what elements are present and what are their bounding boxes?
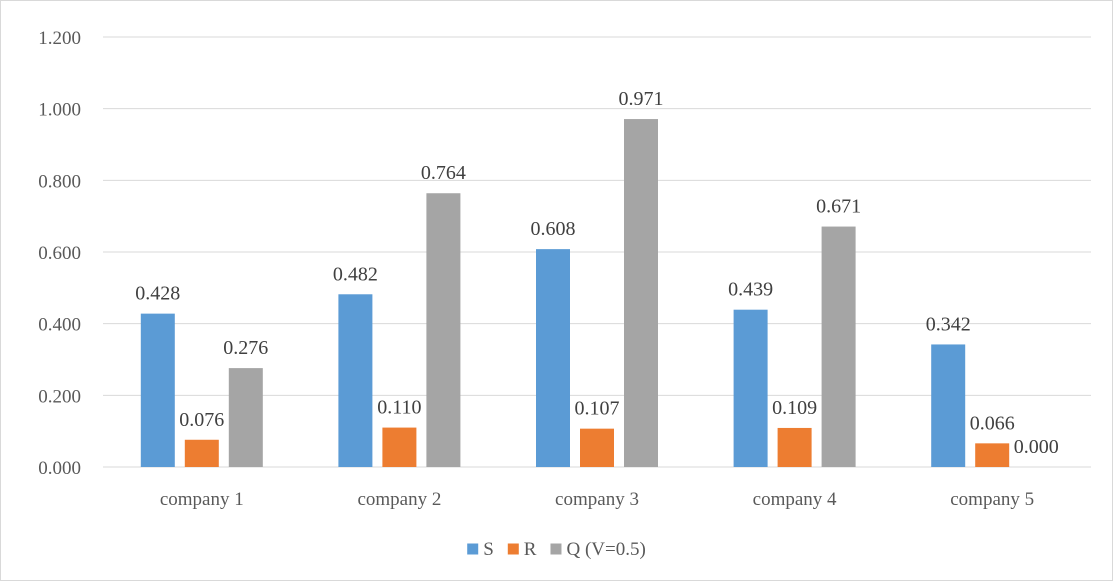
- bar-r-company-2: [382, 427, 417, 467]
- data-label: 0.439: [728, 279, 773, 301]
- data-label: 0.971: [619, 88, 664, 110]
- y-tick-label: 0.200: [38, 386, 81, 407]
- legend-swatch: [467, 543, 479, 555]
- legend-swatch: [550, 543, 562, 555]
- x-tick-label: company 4: [753, 489, 837, 510]
- y-tick-label: 0.800: [38, 171, 81, 192]
- y-axis-tick-labels: 0.000 0.200 0.400 0.600 0.800 1.000 1.200: [38, 28, 81, 479]
- bar-q-v-0-5-company-4: [821, 226, 856, 467]
- x-axis-tick-labels: company 1 company 2 company 3 company 4 comp…: [160, 489, 1034, 510]
- x-tick-label: company 3: [555, 489, 639, 510]
- x-tick-label: company 5: [950, 489, 1034, 510]
- legend-item: Q (V=0.5): [550, 539, 646, 560]
- bar-r-company-1: [184, 439, 219, 467]
- data-label: 0.110: [377, 397, 421, 419]
- data-label: 0.428: [135, 283, 180, 305]
- legend: S R Q (V=0.5): [467, 539, 646, 560]
- data-label: 0.764: [421, 162, 466, 184]
- bar-s-company-2: [338, 294, 373, 467]
- data-label: 0.076: [179, 409, 224, 431]
- y-tick-label: 0.600: [38, 243, 81, 264]
- bar-s-company-5: [931, 344, 966, 467]
- legend-item: S: [467, 539, 494, 560]
- y-tick-label: 0.000: [38, 458, 81, 479]
- y-tick-label: 1.200: [38, 28, 81, 49]
- x-tick-label: company 2: [357, 489, 441, 510]
- bar-q-v-0-5-company-2: [426, 193, 461, 467]
- data-label: 0.482: [333, 263, 378, 285]
- bar-s-company-1: [140, 313, 175, 467]
- legend-label: Q (V=0.5): [566, 539, 645, 560]
- bar-s-company-3: [536, 249, 570, 467]
- legend-item: R: [507, 539, 537, 560]
- data-label: 0.276: [223, 337, 268, 359]
- bar-r-company-4: [777, 427, 812, 467]
- bar-q-v-0-5-company-1: [228, 368, 263, 467]
- y-tick-label: 1.000: [38, 100, 81, 121]
- legend-swatch: [507, 543, 519, 555]
- data-label: 0.671: [816, 196, 861, 218]
- bar-q-v-0-5-company-3: [624, 119, 658, 467]
- bar-s-company-4: [733, 309, 768, 467]
- bar-r-company-5: [975, 443, 1010, 467]
- data-label: 0.342: [926, 313, 971, 335]
- bar-r-company-3: [580, 428, 614, 467]
- y-tick-label: 0.400: [38, 315, 81, 336]
- data-label: 0.608: [531, 218, 576, 240]
- legend-label: R: [524, 539, 537, 560]
- data-label: 0.000: [1014, 436, 1059, 458]
- x-tick-label: company 1: [160, 489, 244, 510]
- legend-label: S: [483, 539, 494, 560]
- data-label: 0.066: [970, 412, 1015, 434]
- bars: [140, 119, 1010, 467]
- data-label: 0.107: [575, 398, 620, 420]
- gridlines: [103, 36, 1091, 468]
- data-labels: 0.428 0.076 0.276 0.482 0.110 0.764 0.608 0.107…: [135, 88, 1058, 458]
- data-label: 0.109: [772, 397, 817, 419]
